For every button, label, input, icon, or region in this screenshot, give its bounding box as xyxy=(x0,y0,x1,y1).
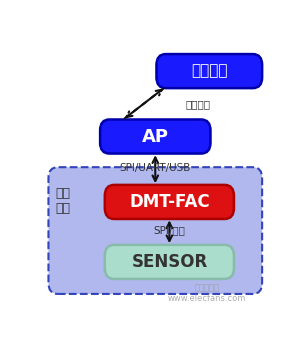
FancyBboxPatch shape xyxy=(48,167,262,294)
FancyBboxPatch shape xyxy=(100,120,211,154)
Text: SPI/UART/USB: SPI/UART/USB xyxy=(120,164,191,173)
Text: 电子发烧友
www.elecfans.com: 电子发烧友 www.elecfans.com xyxy=(168,284,246,303)
Text: DMT-FAC: DMT-FAC xyxy=(129,193,210,211)
FancyBboxPatch shape xyxy=(105,185,234,219)
Text: 指纹
模组: 指纹 模组 xyxy=(55,187,70,215)
Text: SENSOR: SENSOR xyxy=(131,253,208,271)
Text: SPI/并口: SPI/并口 xyxy=(153,225,185,235)
Text: 支撑平台: 支撑平台 xyxy=(191,64,228,79)
FancyBboxPatch shape xyxy=(156,54,262,88)
Text: AP: AP xyxy=(142,127,169,145)
Text: （可选）: （可选） xyxy=(186,99,211,109)
FancyBboxPatch shape xyxy=(105,245,234,279)
